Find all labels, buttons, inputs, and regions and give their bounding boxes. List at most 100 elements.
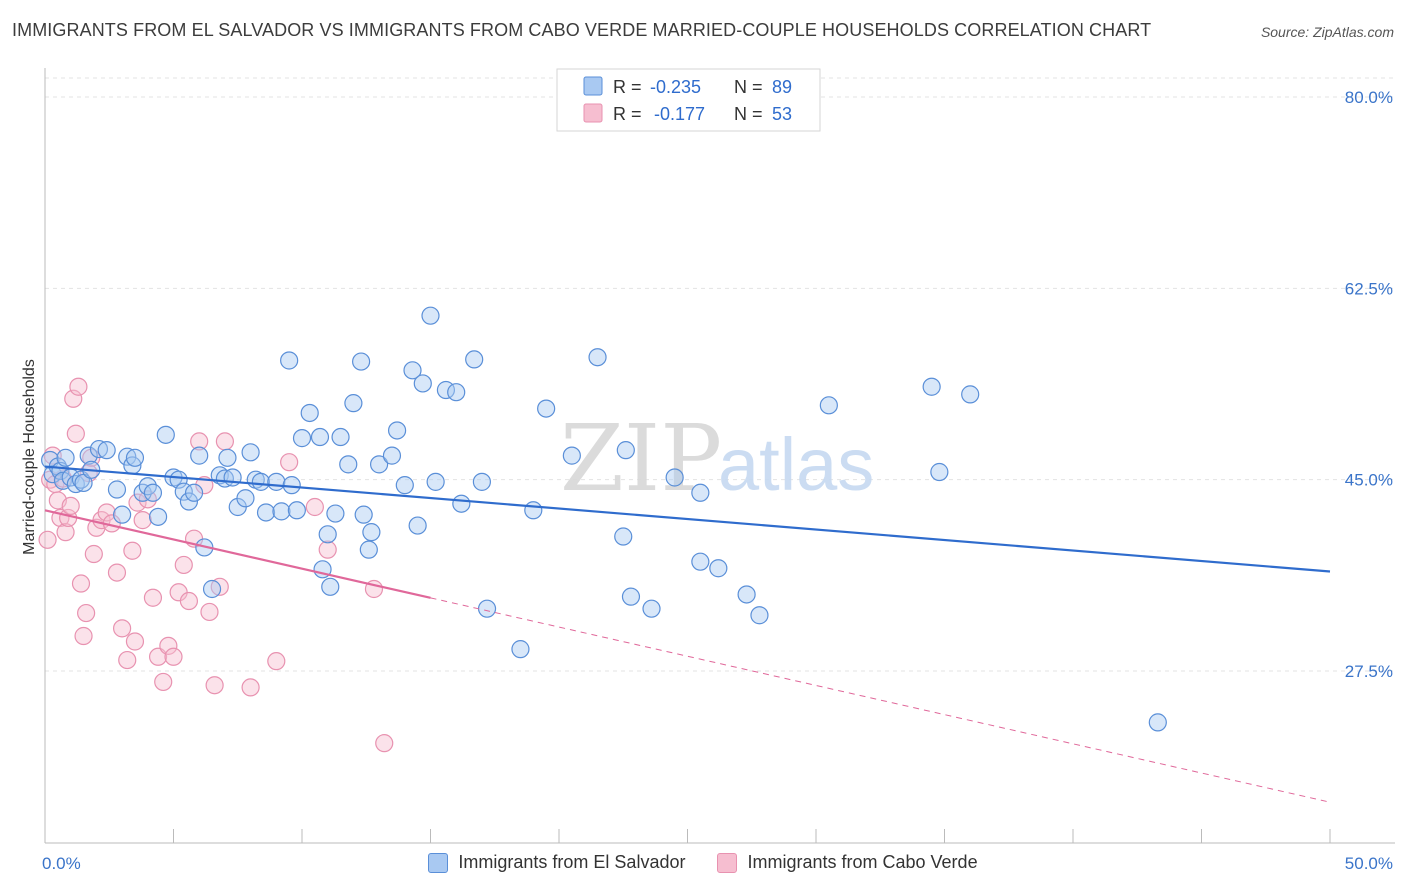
cabo-verde-point xyxy=(305,497,324,517)
el-salvador-point xyxy=(251,472,270,491)
y-tick-label: 80.0% xyxy=(1345,88,1393,107)
watermark-atlas: atlas xyxy=(718,423,874,506)
stats-legend: R = -0.235 N = 89 R = -0.177 N = 53 xyxy=(556,68,821,132)
cabo-verde-point xyxy=(318,540,337,559)
el-salvador-point xyxy=(621,587,641,606)
el-salvador-point xyxy=(89,439,109,459)
el-salvador-point xyxy=(382,446,402,465)
cabo-verde-point xyxy=(71,574,91,593)
el-salvador-point xyxy=(241,443,260,462)
el-salvador-point xyxy=(616,441,635,460)
el-salvador-point xyxy=(331,427,350,447)
cabo-verde-point xyxy=(159,636,178,655)
el-salvador-point xyxy=(452,494,471,513)
legend-n-value-1: 89 xyxy=(772,77,792,97)
cabo-verde-point xyxy=(38,530,57,549)
el-salvador-point xyxy=(107,480,127,499)
el-salvador-point xyxy=(218,448,237,467)
el-salvador-point xyxy=(477,599,497,618)
legend-r-value-2: -0.177 xyxy=(654,104,705,124)
el-salvador-point xyxy=(709,559,728,578)
el-salvador-point xyxy=(97,441,116,460)
el-salvador-point xyxy=(143,483,163,502)
el-salvador-point xyxy=(524,501,543,520)
el-salvador-point xyxy=(426,472,445,491)
el-salvador-point xyxy=(179,492,199,511)
cabo-verde-trend-extension xyxy=(430,597,1331,803)
el-salvador-point xyxy=(387,421,407,440)
el-salvador-point xyxy=(156,425,175,444)
legend-swatch-pink xyxy=(583,103,603,123)
cabo-verde-point xyxy=(164,647,183,666)
el-salvador-points xyxy=(41,306,1167,732)
cabo-verde-point xyxy=(267,652,286,671)
grid-lines xyxy=(45,77,1395,672)
el-salvador-point xyxy=(321,577,340,596)
el-salvador-point xyxy=(292,429,312,448)
cabo-verde-point xyxy=(123,541,142,560)
cabo-verde-point xyxy=(69,377,88,396)
cabo-verde-point xyxy=(241,678,260,697)
cabo-verde-point xyxy=(61,496,80,516)
el-salvador-point xyxy=(961,385,980,404)
cabo-verde-point xyxy=(154,672,173,692)
axes xyxy=(44,68,1395,844)
el-salvador-point xyxy=(118,447,137,466)
el-salvador-point xyxy=(370,455,389,474)
el-salvador-point xyxy=(280,351,299,370)
el-salvador-point xyxy=(447,383,466,402)
cabo-verde-point xyxy=(205,676,224,695)
cabo-verde-point xyxy=(200,602,219,622)
cabo-verde-trend-line xyxy=(44,509,431,599)
el-salvador-point xyxy=(421,306,440,325)
legend-n-value-2: 53 xyxy=(772,104,792,124)
legend-r-label-2: R = xyxy=(613,104,642,124)
cabo-verde-point xyxy=(66,424,85,443)
y-axis-label: Married-couple Households xyxy=(21,359,38,555)
el-salvador-point xyxy=(56,448,75,467)
cabo-verde-point xyxy=(112,619,132,638)
legend-label-cabo-verde: Immigrants from Cabo Verde xyxy=(747,852,978,872)
el-salvador-point xyxy=(642,599,661,618)
el-salvador-point xyxy=(472,472,491,491)
el-salvador-point xyxy=(750,606,769,625)
el-salvador-point xyxy=(588,348,607,367)
el-salvador-point xyxy=(256,503,276,522)
legend-n-label-2: N = xyxy=(734,104,763,124)
source-credit: Source: ZipAtlas.com xyxy=(1260,24,1394,40)
el-salvador-point xyxy=(318,525,337,544)
el-salvador-point xyxy=(737,585,756,604)
el-salvador-point xyxy=(272,502,291,521)
el-salvador-point xyxy=(413,374,432,393)
cabo-verde-point xyxy=(375,734,394,753)
watermark-zip: ZIP xyxy=(560,405,722,512)
legend-r-label-1: R = xyxy=(613,77,642,97)
legend-item-el-salvador: Immigrants from El Salvador xyxy=(428,852,685,873)
el-salvador-point xyxy=(169,470,188,489)
cabo-verde-point xyxy=(133,511,152,530)
el-salvador-point xyxy=(267,472,286,491)
legend-swatch-el-salvador xyxy=(428,852,449,873)
series-legend: Immigrants from El Salvador Immigrants f… xyxy=(0,852,1406,873)
el-salvador-point xyxy=(537,399,556,418)
el-salvador-point xyxy=(112,505,132,524)
el-salvador-point xyxy=(202,579,222,599)
el-salvador-point xyxy=(562,446,581,465)
el-salvador-point xyxy=(395,476,414,495)
el-salvador-point xyxy=(326,504,345,523)
cabo-verde-point xyxy=(84,544,103,564)
el-salvador-point xyxy=(465,350,484,369)
el-salvador-point xyxy=(359,540,378,559)
el-salvador-point xyxy=(352,352,371,371)
legend-label-el-salvador: Immigrants from El Salvador xyxy=(458,852,686,872)
el-salvador-point xyxy=(665,468,684,487)
el-salvador-point xyxy=(236,489,255,508)
el-salvador-point xyxy=(511,640,530,659)
el-salvador-point xyxy=(300,403,319,423)
cabo-verde-point xyxy=(118,650,137,670)
legend-r-value-1: -0.235 xyxy=(650,77,701,97)
el-salvador-point xyxy=(344,394,363,413)
cabo-verde-point xyxy=(174,555,193,575)
el-salvador-point xyxy=(184,483,204,502)
cabo-verde-point xyxy=(56,523,75,542)
